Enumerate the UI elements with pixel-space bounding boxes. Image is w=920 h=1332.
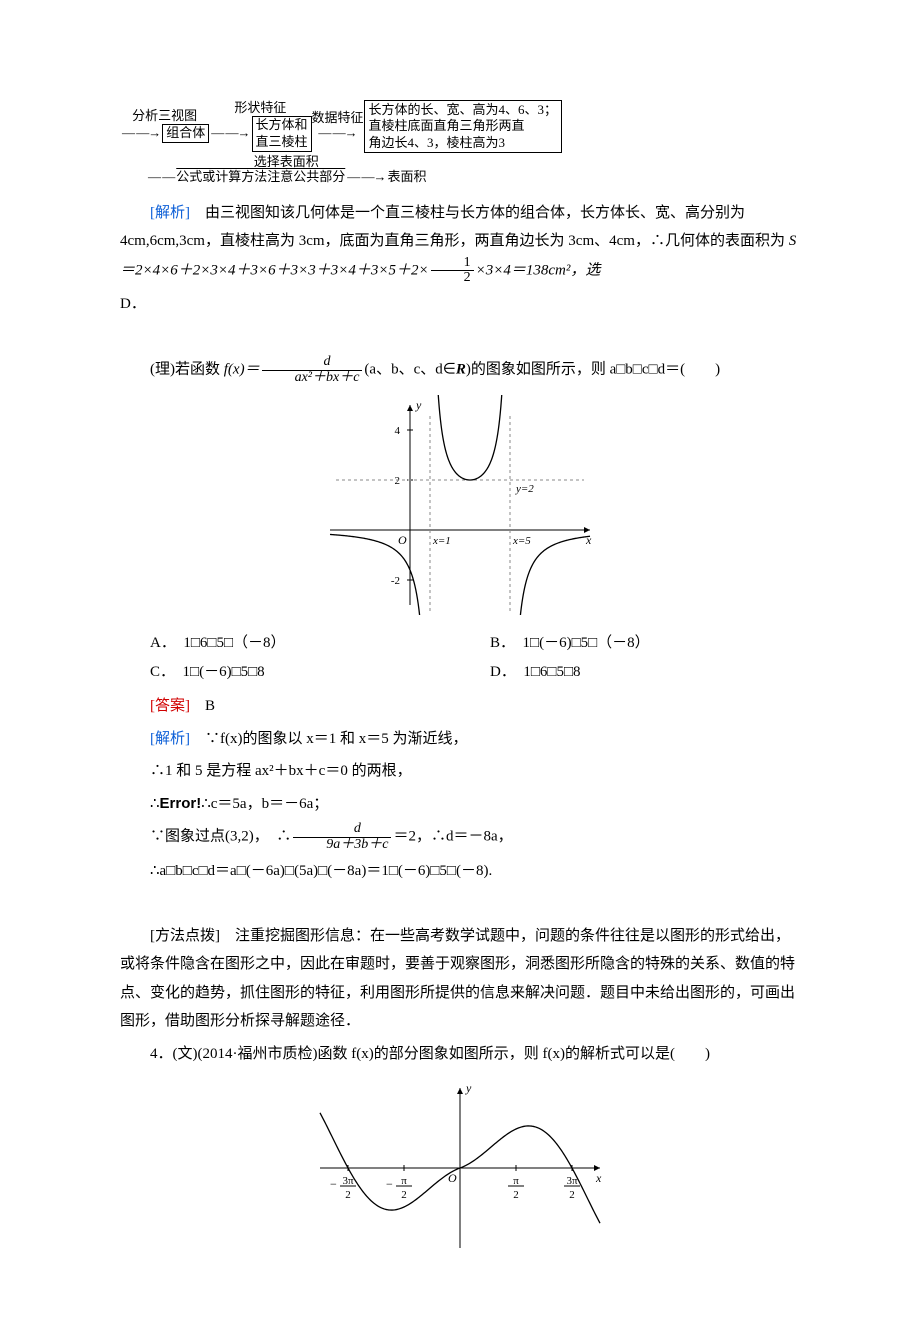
- choice-d: D． 1□6□5□8: [460, 658, 800, 687]
- choices-block: A． 1□6□5□（－8） B． 1□(－6)□5□（－8） C． 1□(－6)…: [120, 629, 800, 686]
- explain2-l5: ∴a□b□c□d＝a□(－6a)□(5a)□(－8a)＝1□(－6)□5□(－8…: [120, 857, 800, 886]
- svg-text:2: 2: [513, 1189, 519, 1201]
- explain2-l3: ∴Error!∴c＝5a，b＝－6a；: [120, 790, 800, 819]
- explanation-2: [解析] ∵f(x)的图象以 x＝1 和 x＝5 为渐近线，: [120, 725, 800, 754]
- svg-text:y: y: [415, 398, 422, 412]
- graph-trig: xyO−3π2−π2π23π2: [120, 1078, 800, 1258]
- choice-c: C． 1□(－6)□5□8: [120, 658, 460, 687]
- svg-text:π: π: [513, 1175, 519, 1187]
- choice-a: A． 1□6□5□（－8）: [120, 629, 460, 658]
- flow-step3: 数据特征 ― ―→: [312, 111, 364, 141]
- flow-step1: 分析三视图 ― ―→组合体: [120, 109, 209, 143]
- svg-text:x=1: x=1: [432, 535, 451, 547]
- svg-text:x: x: [585, 533, 592, 547]
- question-4: 4．(文)(2014·福州市质检)函数 f(x)的部分图象如图所示，则 f(x)…: [120, 1040, 800, 1069]
- flow-step2: 形状特征 ― ―→长方体和直三棱柱: [209, 101, 311, 152]
- svg-text:x=5: x=5: [512, 535, 531, 547]
- explain2-l2: ∴1 和 5 是方程 ax²＋bx＋c＝0 的两根，: [120, 757, 800, 786]
- svg-text:y=2: y=2: [515, 483, 534, 495]
- flow-step3-box: 长方体的长、宽、高为4、6、3； 直棱柱底面直角三角形两直 角边长4、3，棱柱高…: [364, 100, 563, 153]
- svg-text:3π: 3π: [342, 1175, 354, 1187]
- graph-rational: x y O 4 2 -2 x=1 x=5 y=2: [120, 395, 800, 615]
- explain-label: [解析]: [150, 205, 190, 221]
- svg-text:−: −: [386, 1177, 393, 1191]
- svg-text:2: 2: [395, 475, 401, 487]
- svg-text:-2: -2: [391, 575, 400, 587]
- answer-label: [答案]: [150, 698, 190, 714]
- choice-b: B． 1□(－6)□5□（－8）: [460, 629, 800, 658]
- method-label: [方法点拨]: [150, 928, 220, 944]
- explanation-1-tail: D．: [120, 290, 800, 319]
- svg-text:O: O: [398, 533, 407, 547]
- method-note: [方法点拨] 注重挖掘图形信息：在一些高考数学试题中，问题的条件往往是以图形的形…: [120, 922, 800, 1036]
- answer-line: [答案] B: [120, 692, 800, 721]
- svg-text:4: 4: [395, 425, 401, 437]
- explanation-1: [解析] 由三视图知该几何体是一个直三棱柱与长方体的组合体，长方体长、宽、高分别…: [120, 199, 800, 286]
- explain-label-2: [解析]: [150, 731, 190, 747]
- svg-text:3π: 3π: [566, 1175, 578, 1187]
- svg-text:2: 2: [345, 1189, 351, 1201]
- svg-text:−: −: [330, 1177, 337, 1191]
- svg-text:2: 2: [569, 1189, 575, 1201]
- analysis-flow: 分析三视图 ― ―→组合体 形状特征 ― ―→长方体和直三棱柱 数据特征 ― ―…: [120, 100, 800, 185]
- svg-text:2: 2: [401, 1189, 407, 1201]
- explain2-l4: ∵图象过点(3,2)， ∴d9a＋3b＋c＝2，∴d＝－8a，: [120, 822, 800, 852]
- flow-step4: 选择表面积 ― ―公式或计算方法注意公共部分― ―→表面积: [146, 155, 427, 185]
- svg-text:π: π: [401, 1175, 407, 1187]
- svg-text:y: y: [465, 1081, 472, 1095]
- question-li: (理)若函数 f(x)＝dax²＋bx＋c(a、b、c、d∈R)的图象如图所示，…: [120, 355, 800, 385]
- svg-text:x: x: [595, 1171, 602, 1185]
